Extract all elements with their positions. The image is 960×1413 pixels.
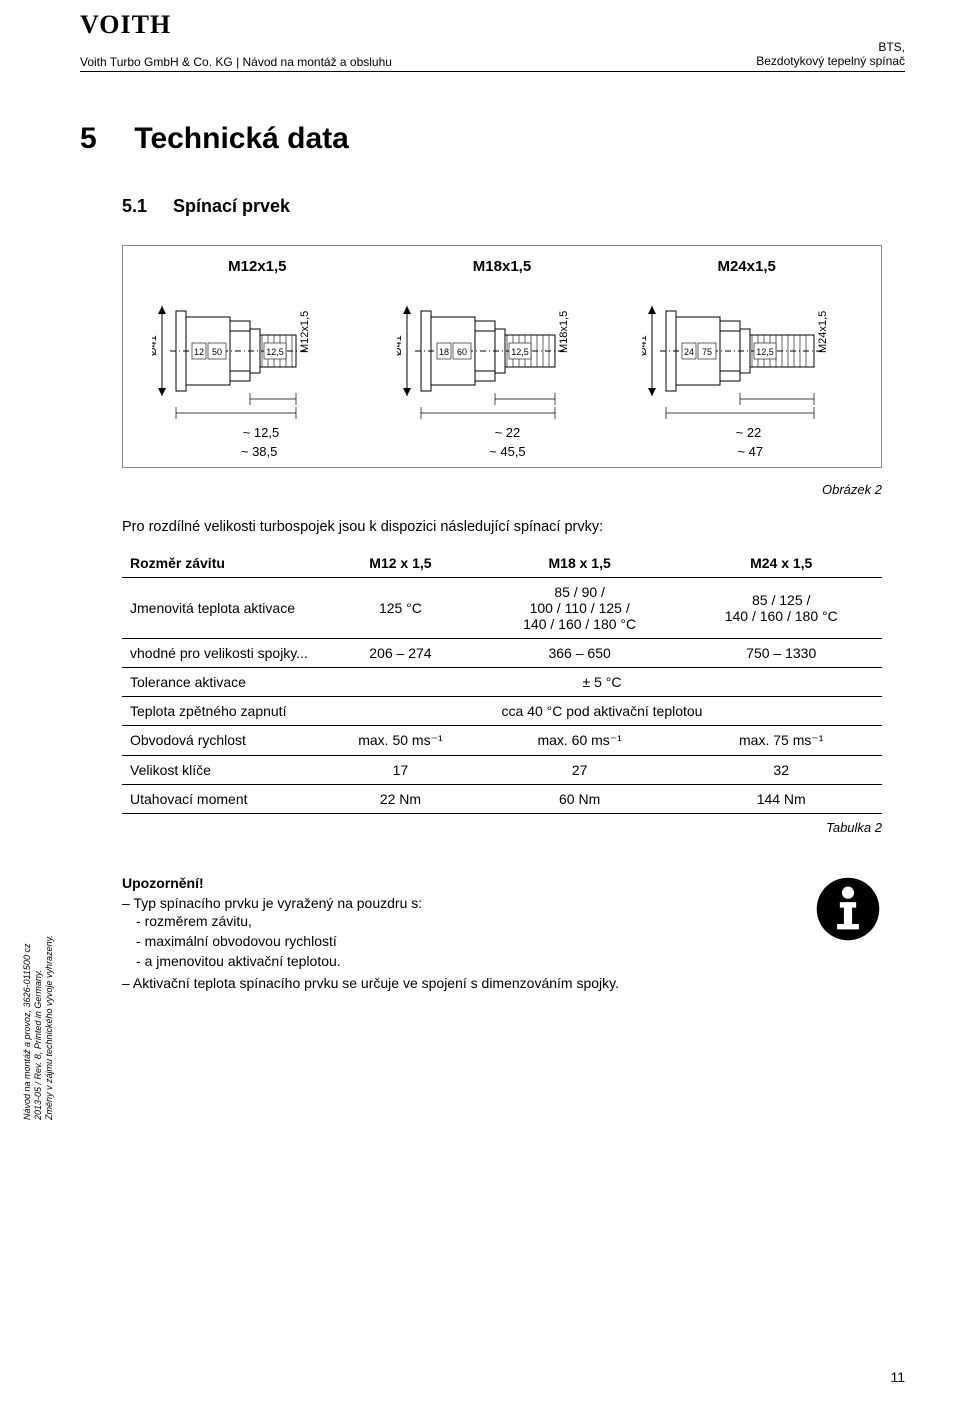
fig-dim: ~ 22 <box>495 425 521 440</box>
fig-dim: ~ 38,5 <box>241 444 278 459</box>
row-value: 32 <box>680 755 882 784</box>
section-heading: 5 Technická data <box>80 122 905 156</box>
row-value: 750 – 1330 <box>680 638 882 667</box>
fig-label: M24x1,5 <box>717 258 775 275</box>
fig-dim: ~ 45,5 <box>489 444 526 459</box>
figure-caption: Obrázek 2 <box>80 482 882 497</box>
info-icon <box>814 875 882 946</box>
svg-text:12,5: 12,5 <box>267 347 285 357</box>
header-left: Voith Turbo GmbH & Co. KG | Návod na mon… <box>80 55 392 69</box>
svg-text:60: 60 <box>457 347 467 357</box>
svg-text:12: 12 <box>194 347 204 357</box>
intro-text: Pro rozdílné velikosti turbospojek jsou … <box>122 519 905 535</box>
row-value: 366 – 650 <box>479 638 681 667</box>
svg-text:M18x1,5: M18x1,5 <box>558 311 570 353</box>
svg-text:Ø41: Ø41 <box>397 335 404 356</box>
row-label: Velikost klíče <box>122 755 322 784</box>
table-row: Utahovací moment22 Nm60 Nm144 Nm <box>122 784 882 813</box>
note-block: Upozornění! Typ spínacího prvku je vyraž… <box>122 875 882 995</box>
svg-text:75: 75 <box>702 347 712 357</box>
row-value: 60 Nm <box>479 784 681 813</box>
svg-text:12,5: 12,5 <box>756 347 774 357</box>
row-value: 206 – 274 <box>322 638 479 667</box>
note-title: Upozornění! <box>122 875 786 891</box>
table-row: Rozměr závituM12 x 1,5M18 x 1,5M24 x 1,5 <box>122 549 882 578</box>
data-table: Rozměr závituM12 x 1,5M18 x 1,5M24 x 1,5… <box>122 549 882 814</box>
page-number: 11 <box>890 1369 905 1385</box>
row-value: 22 Nm <box>322 784 479 813</box>
row-value: 144 Nm <box>680 784 882 813</box>
svg-text:Ø41: Ø41 <box>152 335 159 356</box>
figure-frame: M12x1,5 M18x1,5 M24x1,5 Ø41 12 50 12,5 M <box>122 245 882 468</box>
svg-text:M12x1,5: M12x1,5 <box>299 311 311 353</box>
row-value: M24 x 1,5 <box>680 549 882 578</box>
subsection-heading: 5.1 Spínací prvek <box>122 196 905 217</box>
svg-text:50: 50 <box>212 347 222 357</box>
table-caption: Tabulka 2 <box>80 820 882 835</box>
row-label: Tolerance aktivace <box>122 667 322 696</box>
svg-text:M24x1,5: M24x1,5 <box>817 311 829 353</box>
row-value: cca 40 °C pod aktivační teplotou <box>322 696 882 725</box>
logo: VOITH <box>80 10 905 40</box>
row-value: max. 50 ms⁻¹ <box>322 725 479 755</box>
table-row: Jmenovitá teplota aktivace125 °C85 / 90 … <box>122 577 882 638</box>
fig-label: M12x1,5 <box>228 258 286 275</box>
row-value: max. 60 ms⁻¹ <box>479 725 681 755</box>
fig-dim: ~ 47 <box>737 444 763 459</box>
svg-text:24: 24 <box>684 347 694 357</box>
row-label: vhodné pro velikosti spojky... <box>122 638 322 667</box>
drawing: Ø41 18 60 12,5 M18x1,5 <box>392 281 612 421</box>
row-value: 27 <box>479 755 681 784</box>
table-row: vhodné pro velikosti spojky...206 – 2743… <box>122 638 882 667</box>
drawing: Ø41 12 50 12,5 M12x1,5 <box>147 281 367 421</box>
row-value: M12 x 1,5 <box>322 549 479 578</box>
header-right: BTS, Bezdotykový tepelný spínač <box>756 40 905 69</box>
row-value: 85 / 125 /140 / 160 / 180 °C <box>680 577 882 638</box>
fig-dim: ~ 12,5 <box>243 425 280 440</box>
note-item: Aktivační teplota spínacího prvku se urč… <box>122 975 786 991</box>
row-label: Utahovací moment <box>122 784 322 813</box>
note-item: Typ spínacího prvku je vyražený na pouzd… <box>122 895 786 969</box>
svg-text:18: 18 <box>439 347 449 357</box>
row-value: ± 5 °C <box>322 667 882 696</box>
page-header: VOITH Voith Turbo GmbH & Co. KG | Návod … <box>80 0 905 72</box>
row-value: 85 / 90 /100 / 110 / 125 /140 / 160 / 18… <box>479 577 681 638</box>
fig-dim: ~ 22 <box>736 425 762 440</box>
fig-label: M18x1,5 <box>473 258 531 275</box>
drawing: Ø41 24 75 12,5 M24x1,5 <box>637 281 857 421</box>
svg-text:Ø41: Ø41 <box>642 335 649 356</box>
row-label: Jmenovitá teplota aktivace <box>122 577 322 638</box>
svg-text:12,5: 12,5 <box>511 347 529 357</box>
row-label: Obvodová rychlost <box>122 725 322 755</box>
side-note: Návod na montáž a provoz, 3626-011500 cz… <box>22 935 54 1120</box>
row-value: 17 <box>322 755 479 784</box>
row-value: 125 °C <box>322 577 479 638</box>
row-value: M18 x 1,5 <box>479 549 681 578</box>
row-label: Rozměr závitu <box>122 549 322 578</box>
table-row: Teplota zpětného zapnutícca 40 °C pod ak… <box>122 696 882 725</box>
row-label: Teplota zpětného zapnutí <box>122 696 322 725</box>
table-row: Tolerance aktivace± 5 °C <box>122 667 882 696</box>
row-value: max. 75 ms⁻¹ <box>680 725 882 755</box>
table-row: Velikost klíče172732 <box>122 755 882 784</box>
table-row: Obvodová rychlostmax. 50 ms⁻¹max. 60 ms⁻… <box>122 725 882 755</box>
